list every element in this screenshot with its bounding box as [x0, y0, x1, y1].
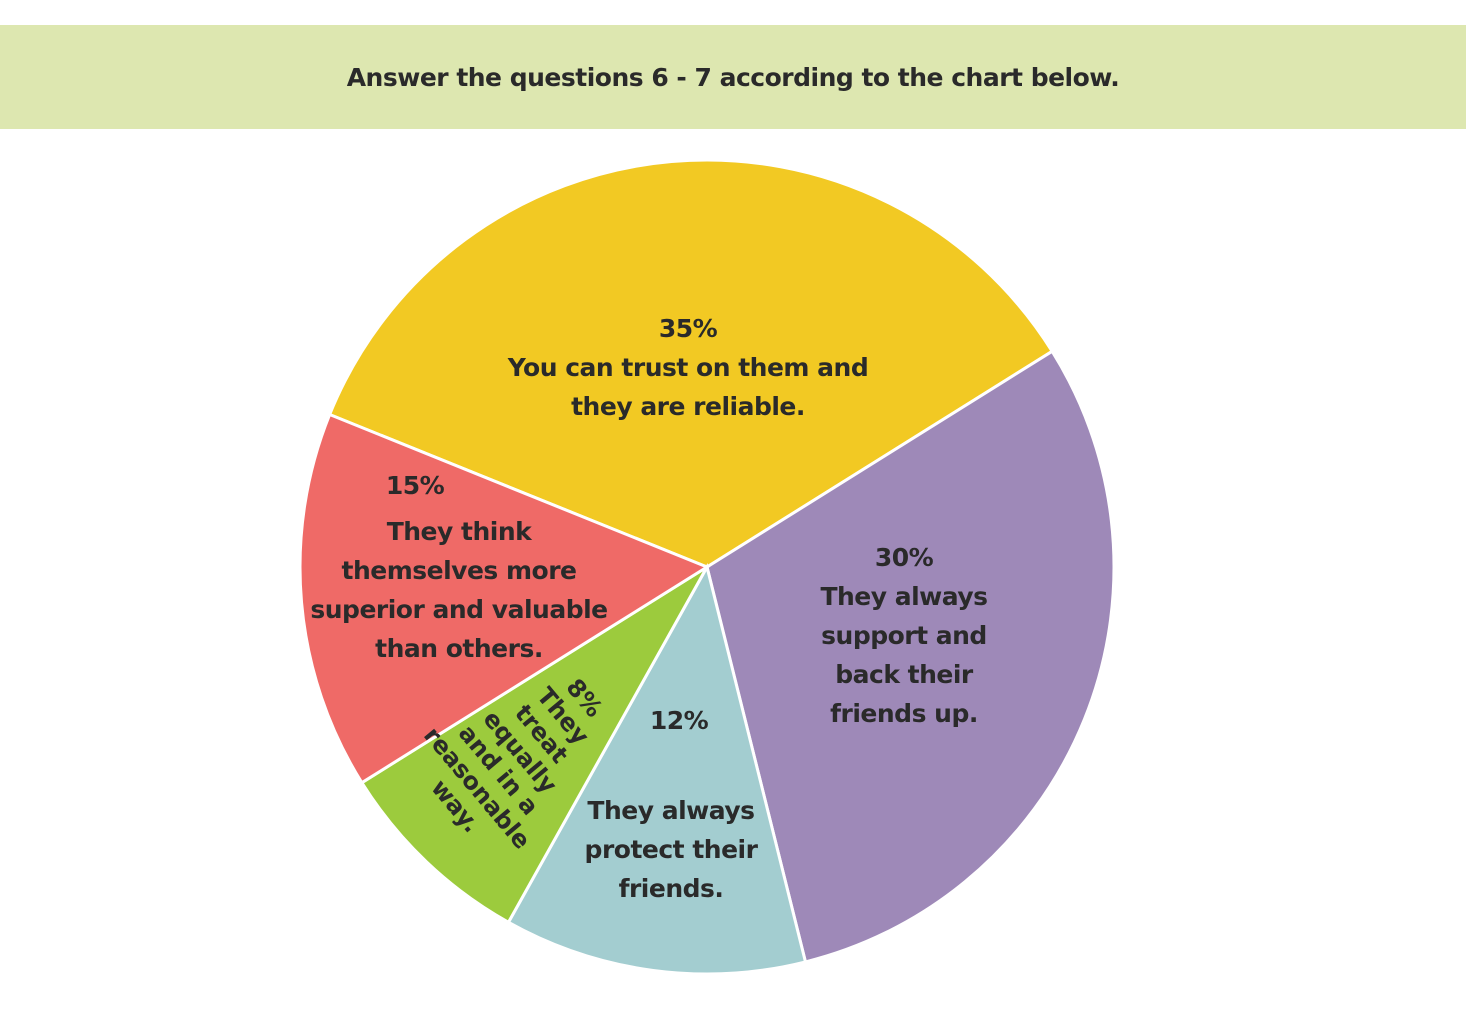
- slice-text-line: back their: [835, 660, 973, 689]
- slice-text-line: than others.: [375, 634, 543, 663]
- pie-slice-3: [359, 565, 709, 925]
- slice-percent: 30%: [874, 543, 934, 572]
- slice-text-line: protect their: [584, 835, 758, 864]
- instruction-banner: Answer the questions 6 - 7 according to …: [0, 25, 1466, 129]
- slice-text-line: They always: [820, 582, 988, 611]
- slice-percent: 35%: [658, 314, 718, 343]
- pie-slice-1: [705, 349, 1116, 964]
- slice-percent-protect: 12%: [649, 706, 709, 735]
- pie-slice-0: [327, 158, 1055, 569]
- slice-percent-superior: 15%: [385, 471, 445, 500]
- slice-text-line: support and: [821, 621, 987, 650]
- slice-label-trust: 35% You can trust on them and they are r…: [508, 309, 869, 426]
- pie-slice-2: [506, 562, 808, 976]
- slice-text-line: themselves more: [341, 556, 577, 585]
- slice-label-superior: They think themselves more superior and …: [310, 512, 608, 668]
- instruction-text: Answer the questions 6 - 7 according to …: [346, 62, 1120, 92]
- slice-text-line: superior and valuable: [310, 595, 608, 624]
- slice-text-line: friends.: [618, 874, 724, 903]
- slice-label-support: 30% They always support and back their f…: [820, 538, 988, 733]
- slice-text-line: they are reliable.: [571, 392, 805, 421]
- slice-text-line: You can trust on them and: [507, 353, 869, 382]
- slice-label-protect: They always protect their friends.: [585, 791, 758, 908]
- slice-text-line: friends up.: [830, 699, 978, 728]
- pie-slice-4: [298, 412, 711, 785]
- slice-text-line: They always: [587, 796, 755, 825]
- slice-text-line: They think: [386, 517, 532, 546]
